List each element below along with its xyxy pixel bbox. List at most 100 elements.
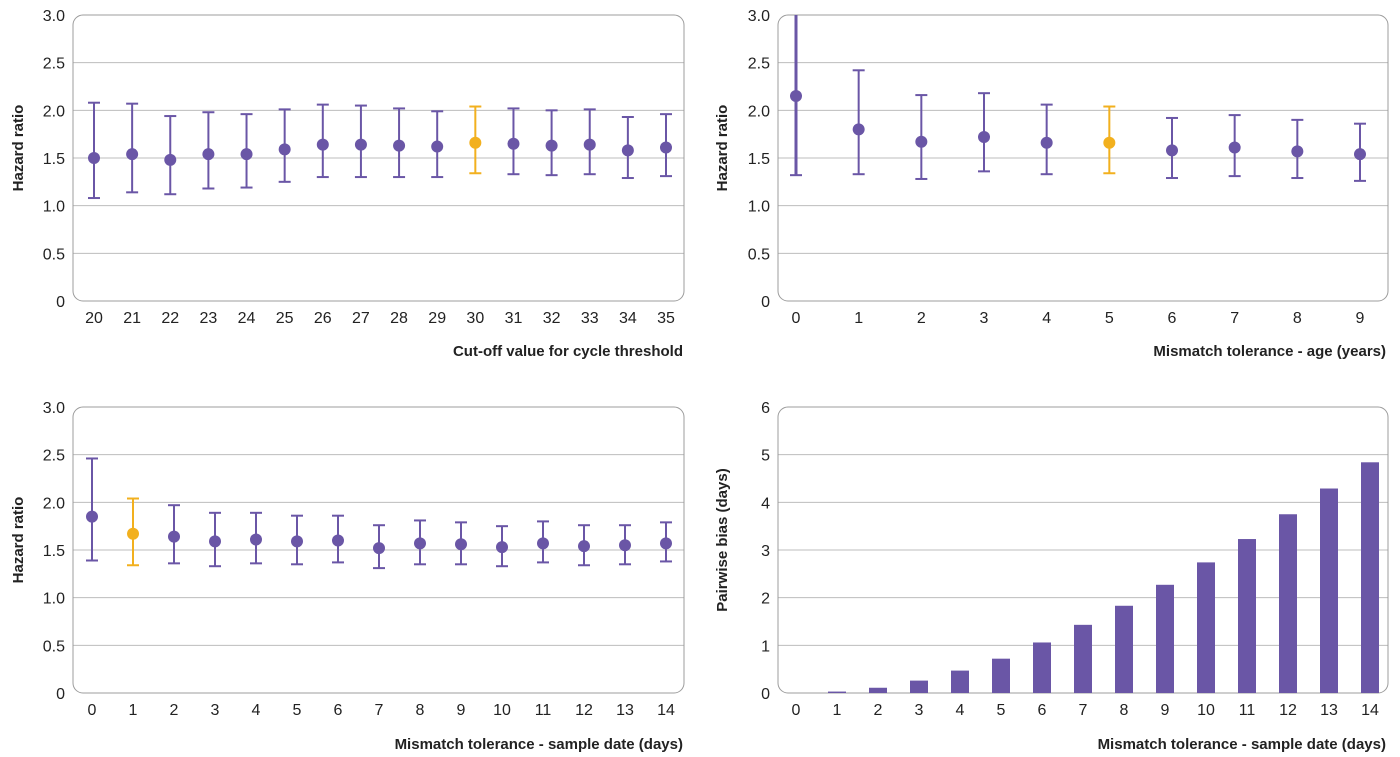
y-tick-label: 3.0: [748, 8, 770, 25]
data-point: [250, 533, 262, 546]
y-tick-label: 2.5: [43, 56, 65, 73]
data-point: [455, 538, 467, 551]
y-tick-label: 0: [761, 686, 770, 703]
x-tick-label: 9: [457, 702, 466, 719]
data-point: [978, 131, 990, 144]
y-tick-label: 0.5: [748, 246, 770, 263]
data-point: [915, 135, 928, 148]
x-tick-label: 10: [1197, 702, 1215, 719]
panel-sample-date-tolerance: 00.51.01.52.02.53.00 1 2 3 4 5 6 7 8 9 10 11 12 13 14M…: [10, 400, 685, 753]
data-point: [431, 140, 444, 153]
x-tick-label: 29: [428, 310, 446, 327]
data-point: [354, 138, 367, 151]
y-tick-label: 2.0: [43, 103, 65, 120]
data-point: [88, 152, 100, 164]
x-tick-label: 27: [352, 310, 370, 327]
y-axis-label: Hazard ratio: [714, 105, 731, 192]
bar: [1320, 488, 1338, 693]
x-tick-label: 13: [1320, 702, 1338, 719]
y-tick-label: 2.0: [43, 495, 65, 512]
bar: [1033, 642, 1051, 693]
bar: [1115, 605, 1133, 693]
y-axis-label: Pairwise bias (days): [714, 468, 731, 611]
y-tick-label: 1.0: [43, 591, 65, 608]
data-point: [578, 540, 590, 553]
x-tick-label: 31: [505, 310, 523, 327]
x-tick-label: 3: [915, 702, 924, 719]
y-tick-label: 3.0: [43, 400, 65, 417]
x-tick-label: 8: [1120, 702, 1129, 719]
x-tick-label: 4: [1042, 310, 1051, 327]
data-point: [1354, 148, 1366, 161]
panel-ct-cutoff: 0 0.5 1.0 1.5 2.0 2.5 3.0 20 21 22 23 24 25 26 27 28 29 3…: [10, 8, 685, 360]
x-tick-label: 9: [1161, 702, 1170, 719]
x-tick-label: 3: [980, 310, 989, 327]
x-tick-label: 28: [390, 310, 408, 327]
x-tick-label: 13: [616, 702, 634, 719]
data-point: [1103, 136, 1116, 149]
bar: [910, 680, 928, 693]
y-tick-label: 2.0: [748, 103, 770, 120]
bar: [869, 687, 887, 693]
x-tick-label: 35: [657, 310, 675, 327]
x-tick-label: 5: [997, 702, 1006, 719]
data-point: [583, 138, 596, 151]
y-tick-label: 1.0: [748, 199, 770, 216]
data-point: [852, 123, 865, 136]
x-tick-label: 0: [792, 310, 801, 327]
data-point: [1291, 145, 1304, 158]
x-tick-label: 34: [619, 310, 637, 327]
x-tick-label: 2: [874, 702, 883, 719]
data-point: [660, 537, 672, 550]
panel-age-tolerance: 0 0.5 1.0 1.5 2.0 2.5 3.0 0 1 2 3 4 5 6 7 8 9 Mismatch to…: [714, 8, 1389, 360]
x-tick-label: 20: [85, 310, 103, 327]
y-axis-label: Hazard ratio: [10, 497, 27, 584]
x-tick-label: 8: [416, 702, 425, 719]
x-tick-label: 5: [1105, 310, 1114, 327]
data-point: [278, 143, 291, 156]
data-point: [537, 537, 549, 550]
y-tick-label: 1.5: [43, 543, 65, 560]
bar: [1156, 584, 1174, 693]
x-tick-label: 26: [314, 310, 332, 327]
y-tick-label: 2.5: [43, 448, 65, 465]
x-tick-label: 23: [200, 310, 218, 327]
x-axis-label: Mismatch tolerance - sample date (days): [395, 736, 683, 752]
x-tick-label: 2: [917, 310, 926, 327]
x-tick-label: 21: [123, 310, 141, 327]
plot-frame: [777, 14, 1389, 302]
x-tick-label: 9: [1356, 310, 1365, 327]
data-point: [127, 527, 139, 540]
x-tick-label: 12: [575, 702, 593, 719]
x-tick-label: 10: [493, 702, 511, 719]
x-tick-label: 6: [334, 702, 343, 719]
data-point: [790, 90, 802, 103]
x-tick-label: 6: [1168, 310, 1177, 327]
data-point: [619, 539, 631, 552]
y-tick-label: 0.5: [43, 246, 65, 263]
y-tick-label: 0: [56, 686, 65, 703]
y-tick-label: 0: [761, 294, 770, 311]
data-point: [414, 537, 426, 550]
data-point: [393, 139, 406, 152]
x-tick-label: 1: [833, 702, 842, 719]
x-tick-label: 22: [161, 310, 179, 327]
x-tick-label: 11: [1239, 702, 1256, 719]
y-tick-label: 1: [761, 638, 770, 655]
y-tick-label: 3: [761, 543, 770, 560]
x-tick-label: 4: [956, 702, 965, 719]
bar: [1279, 514, 1297, 693]
y-tick-label: 2.5: [748, 56, 770, 73]
data-point: [168, 530, 180, 543]
bar: [1361, 462, 1379, 693]
data-point: [507, 137, 520, 150]
data-point: [332, 534, 344, 547]
x-tick-label: 7: [375, 702, 384, 719]
bar: [1074, 624, 1092, 693]
data-point: [373, 542, 385, 555]
y-tick-label: 2: [761, 591, 770, 608]
x-tick-label: 6: [1038, 702, 1047, 719]
data-point: [660, 141, 672, 154]
data-point: [469, 136, 482, 149]
